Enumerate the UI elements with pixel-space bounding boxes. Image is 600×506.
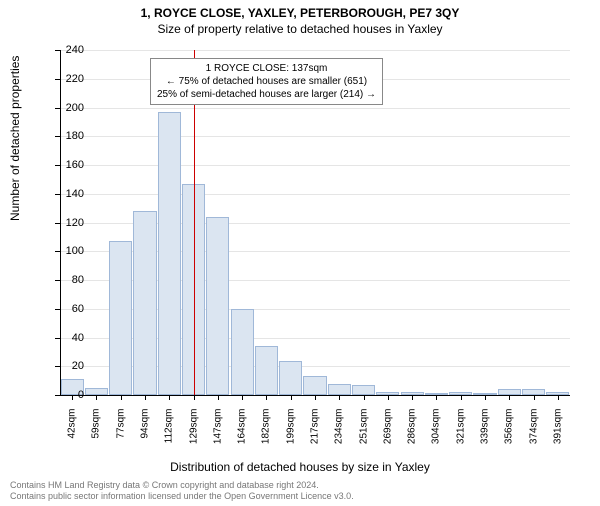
y-tick-label: 60 [44,303,84,315]
info-box-line: ← 75% of detached houses are smaller (65… [157,75,376,88]
histogram-bar [158,112,181,395]
plot-area: 1 ROYCE CLOSE: 137sqm← 75% of detached h… [60,50,570,395]
y-tick-label: 80 [44,274,84,286]
x-tick-label: 391sqm [552,409,563,459]
x-tick-label: 269sqm [382,409,393,459]
x-tick-label: 199sqm [285,409,296,459]
y-tick-label: 120 [44,217,84,229]
y-tick-label: 220 [44,73,84,85]
x-tick-label: 59sqm [91,409,102,459]
grid-line [60,194,570,195]
y-tick-label: 200 [44,102,84,114]
x-axis-line [60,395,570,396]
footer-attribution: Contains HM Land Registry data © Crown c… [10,480,590,502]
x-tick-label: 234sqm [334,409,345,459]
histogram-bar [85,388,108,395]
x-tick-label: 42sqm [67,409,78,459]
y-tick-label: 100 [44,245,84,257]
y-axis-label: Number of detached properties [8,56,22,221]
histogram-bar [279,361,302,396]
y-tick-label: 140 [44,188,84,200]
y-tick-label: 40 [44,332,84,344]
y-tick-label: 240 [44,44,84,56]
x-tick-label: 251sqm [358,409,369,459]
chart-container: 1, ROYCE CLOSE, YAXLEY, PETERBOROUGH, PE… [0,6,600,506]
x-tick-label: 182sqm [261,409,272,459]
x-axis-label: Distribution of detached houses by size … [0,460,600,474]
x-tick-label: 217sqm [310,409,321,459]
y-tick-label: 180 [44,130,84,142]
x-tick-label: 304sqm [431,409,442,459]
footer-line1: Contains HM Land Registry data © Crown c… [10,480,590,491]
x-tick-label: 112sqm [164,409,175,459]
x-tick-label: 164sqm [237,409,248,459]
histogram-bar [352,385,375,395]
histogram-bar [231,309,254,395]
y-tick-label: 160 [44,159,84,171]
x-tick-label: 286sqm [407,409,418,459]
x-tick-label: 129sqm [188,409,199,459]
grid-line [60,136,570,137]
histogram-bar [133,211,156,395]
histogram-bar [206,217,229,395]
grid-line [60,50,570,51]
chart-subtitle: Size of property relative to detached ho… [0,22,600,36]
y-tick-label: 20 [44,360,84,372]
y-tick-label: 0 [44,389,84,401]
histogram-bar [303,376,326,395]
x-tick-label: 374sqm [528,409,539,459]
histogram-bar [109,241,132,395]
x-tick-label: 339sqm [480,409,491,459]
reference-info-box: 1 ROYCE CLOSE: 137sqm← 75% of detached h… [150,58,383,105]
info-box-line: 1 ROYCE CLOSE: 137sqm [157,62,376,75]
footer-line2: Contains public sector information licen… [10,491,590,502]
x-tick-label: 356sqm [504,409,515,459]
info-box-line: 25% of semi-detached houses are larger (… [157,88,376,101]
grid-line [60,108,570,109]
histogram-bar [255,346,278,395]
grid-line [60,165,570,166]
x-tick-label: 321sqm [455,409,466,459]
x-tick-label: 147sqm [212,409,223,459]
x-tick-label: 94sqm [140,409,151,459]
x-tick-label: 77sqm [115,409,126,459]
histogram-bar [328,384,351,396]
chart-title: 1, ROYCE CLOSE, YAXLEY, PETERBOROUGH, PE… [0,6,600,20]
